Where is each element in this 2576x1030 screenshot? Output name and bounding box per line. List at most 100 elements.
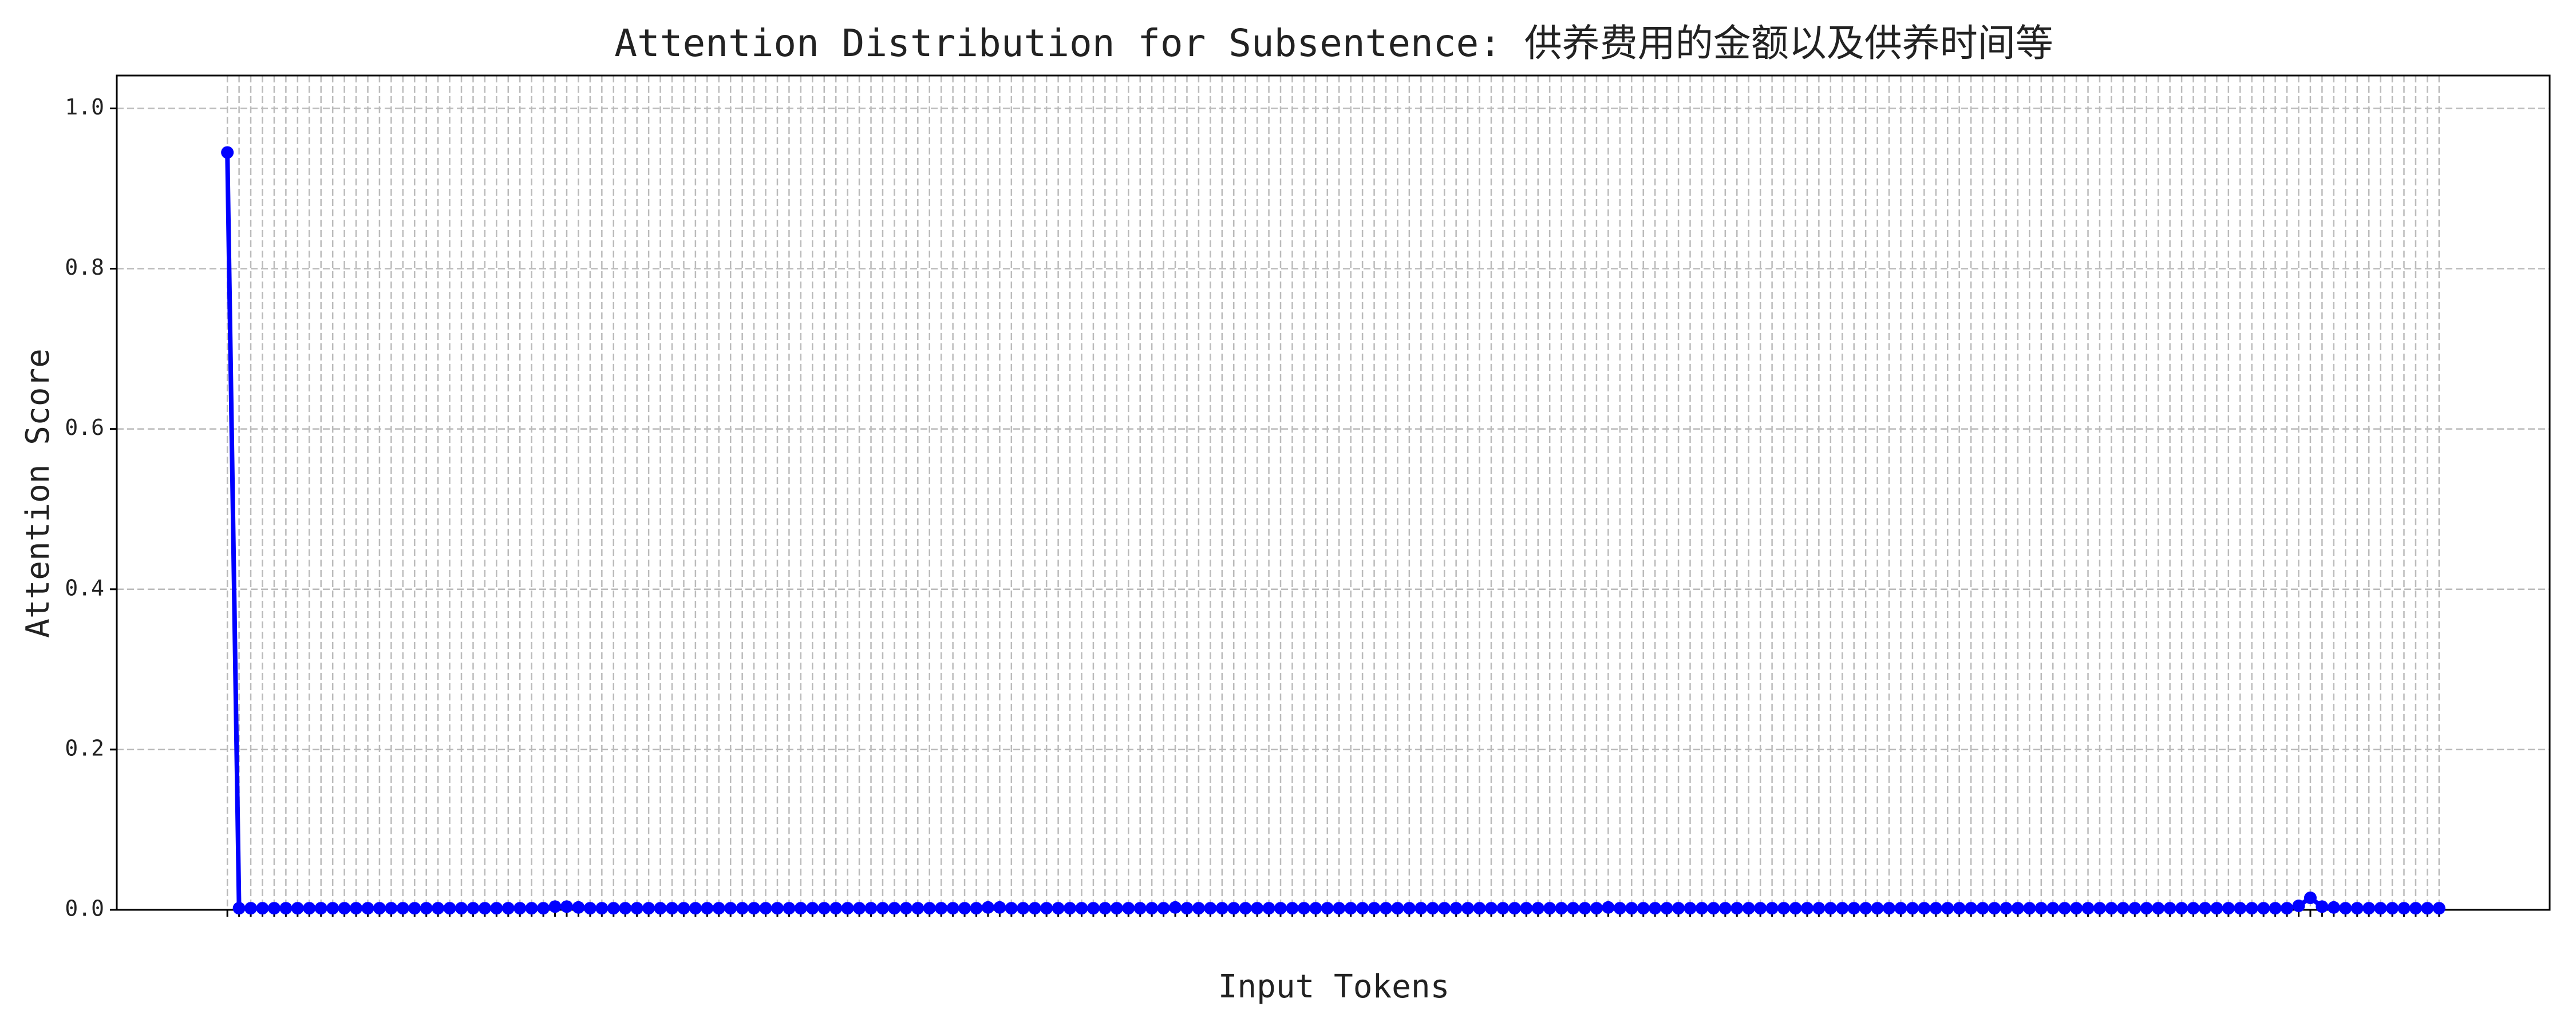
point — [1883, 902, 1896, 915]
y-tick-label: 0.4 — [65, 575, 104, 600]
point — [1052, 902, 1065, 915]
point — [314, 902, 327, 915]
point — [1262, 902, 1275, 915]
point — [244, 902, 258, 915]
point — [1508, 902, 1521, 915]
point — [232, 902, 246, 915]
point — [2175, 902, 2188, 915]
point — [724, 902, 737, 915]
point — [2152, 902, 2165, 915]
point — [1040, 902, 1053, 915]
point — [1765, 902, 1779, 915]
point — [2023, 902, 2036, 915]
point — [1215, 902, 1228, 915]
point — [1707, 902, 1720, 915]
point — [1695, 902, 1708, 915]
point — [1836, 902, 1849, 915]
point — [1613, 902, 1626, 915]
y-tick-label: 0.6 — [65, 415, 104, 440]
point — [221, 146, 234, 159]
y-tick-label: 0.8 — [65, 255, 104, 280]
point — [1859, 902, 1872, 915]
point — [2339, 902, 2352, 915]
x-axis-label: Input Tokens — [1218, 968, 1450, 1005]
point — [817, 902, 831, 915]
point — [1133, 902, 1147, 915]
point — [537, 902, 550, 915]
point — [267, 902, 280, 915]
point — [1871, 902, 1884, 915]
point — [876, 902, 889, 915]
point — [2374, 902, 2387, 915]
point — [1906, 902, 1919, 915]
point — [548, 900, 562, 913]
point — [1953, 902, 1966, 915]
point — [829, 902, 843, 915]
y-tick-label: 0.0 — [65, 896, 104, 921]
point — [1590, 902, 1603, 915]
point — [1449, 902, 1463, 915]
point — [2128, 902, 2142, 915]
point — [1496, 902, 1510, 915]
point — [1473, 902, 1486, 915]
point — [1157, 902, 1170, 915]
y-tick-label: 1.0 — [65, 94, 104, 120]
point — [1180, 902, 1194, 915]
point — [1789, 902, 1802, 915]
point — [467, 902, 480, 915]
point — [1918, 902, 1931, 915]
point — [1941, 902, 1954, 915]
point — [2046, 902, 2060, 915]
point — [2058, 902, 2071, 915]
point — [1824, 902, 1837, 915]
point — [361, 902, 374, 915]
point — [1251, 902, 1264, 915]
point — [970, 902, 983, 915]
point — [1239, 902, 1252, 915]
point — [1075, 902, 1088, 915]
point — [455, 902, 468, 915]
point — [2316, 900, 2329, 913]
y-axis-label: Attention Score — [19, 348, 57, 638]
point — [2116, 902, 2129, 915]
point — [736, 902, 749, 915]
point — [1086, 902, 1100, 915]
point — [595, 902, 609, 915]
point — [923, 902, 936, 915]
point — [1379, 902, 1392, 915]
point — [1718, 902, 1732, 915]
point — [993, 901, 1006, 914]
point — [1344, 902, 1357, 915]
point — [303, 902, 316, 915]
point — [1988, 902, 2001, 915]
point — [2093, 902, 2106, 915]
point — [701, 902, 714, 915]
point — [1637, 902, 1650, 915]
point — [1847, 902, 1860, 915]
point — [1415, 902, 1428, 915]
point — [1438, 902, 1451, 915]
point — [1672, 902, 1685, 915]
point — [1649, 902, 1662, 915]
point — [1028, 902, 1041, 915]
y-tick-label: 0.2 — [65, 735, 104, 760]
point — [2281, 902, 2294, 915]
point — [291, 902, 304, 915]
point — [864, 902, 878, 915]
point — [981, 901, 994, 914]
point — [1145, 902, 1159, 915]
point — [583, 902, 596, 915]
point — [1297, 902, 1310, 915]
point — [2397, 902, 2411, 915]
point — [1321, 902, 1334, 915]
point — [1192, 902, 1205, 915]
point — [396, 902, 409, 915]
point — [2257, 902, 2270, 915]
point — [1894, 902, 1907, 915]
point — [1531, 902, 1544, 915]
point — [911, 902, 924, 915]
point — [1169, 901, 1182, 914]
point — [1309, 902, 1322, 915]
point — [1976, 902, 1989, 915]
